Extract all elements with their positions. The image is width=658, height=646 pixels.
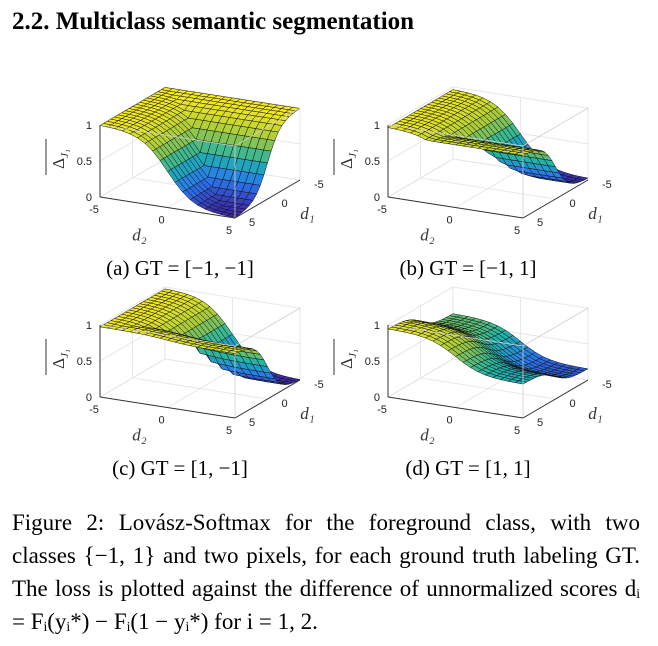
z-tick-label: 0.5 xyxy=(365,356,380,368)
z-label-sub: J₁ xyxy=(59,349,71,358)
box-edge xyxy=(387,324,524,347)
z-tick-label: 0 xyxy=(86,392,92,404)
y-tick-label: 5 xyxy=(537,217,543,229)
y-tick-label: 0 xyxy=(282,398,288,410)
x-axis xyxy=(387,396,524,419)
z-tick-label: 0 xyxy=(374,392,380,404)
x-tick-label: 5 xyxy=(514,225,520,237)
x-tick-label: 0 xyxy=(158,415,164,427)
x-tick-label: 5 xyxy=(514,425,520,437)
z-tick-label: 0.5 xyxy=(365,156,380,168)
x-axis xyxy=(387,196,524,219)
y-tick-label: 0 xyxy=(570,198,576,210)
x-axis-label: d₂ xyxy=(420,426,435,445)
box-edge xyxy=(234,307,301,347)
y-tick-label: 5 xyxy=(249,217,255,229)
box-edge xyxy=(387,124,524,147)
z-axis-label: ΔJ₁ xyxy=(49,349,71,369)
z-tick-label: 1 xyxy=(374,120,380,132)
y-axis xyxy=(234,179,301,219)
box-edge xyxy=(522,307,589,347)
x-axis-label: d₂ xyxy=(420,226,435,245)
z-label-symbol: Δ xyxy=(49,358,68,369)
y-tick-label: -5 xyxy=(314,179,324,191)
panel-caption: (a) GT = [−1, −1] xyxy=(106,256,254,280)
box-edge xyxy=(99,124,236,147)
floor-grid xyxy=(132,377,268,400)
z-axis-label: ΔJ₁ xyxy=(49,149,71,169)
x-tick-label: 5 xyxy=(226,225,232,237)
x-axis xyxy=(99,396,236,419)
y-tick-label: -5 xyxy=(602,179,612,191)
x-tick-label: 0 xyxy=(158,215,164,227)
x-tick-label: 0 xyxy=(446,415,452,427)
floor-grid xyxy=(420,177,556,200)
z-tick-label: 0 xyxy=(86,192,92,204)
z-label-symbol: Δ xyxy=(337,158,356,169)
z-label-sub: J₁ xyxy=(59,149,71,158)
figure-caption: Figure 2: Lovász-Softmax for the foregro… xyxy=(12,510,640,634)
y-tick-label: 0 xyxy=(282,198,288,210)
z-label-symbol: Δ xyxy=(337,358,356,369)
z-label-sub: J₁ xyxy=(347,349,359,358)
x-tick-label: -5 xyxy=(89,204,99,216)
y-tick-label: 5 xyxy=(537,417,543,429)
y-axis xyxy=(234,379,301,419)
y-axis-label: d₁ xyxy=(588,204,602,223)
y-tick-label: -5 xyxy=(602,379,612,391)
x-tick-label: -5 xyxy=(377,204,387,216)
y-axis-label: d₁ xyxy=(300,204,314,223)
x-axis xyxy=(99,196,236,219)
z-axis-label: ΔJ₁ xyxy=(337,149,359,169)
box-edge xyxy=(522,107,589,147)
panel-caption: (c) GT = [1, −1] xyxy=(112,456,248,480)
y-tick-label: 5 xyxy=(249,417,255,429)
z-label-symbol: Δ xyxy=(49,158,68,169)
x-tick-label: 0 xyxy=(446,215,452,227)
z-tick-label: 1 xyxy=(86,320,92,332)
x-axis-label: d₂ xyxy=(132,426,147,445)
section-title: 2.2. Multiclass semantic segmentation xyxy=(12,8,415,35)
box-edge xyxy=(234,107,301,147)
z-label-sub: J₁ xyxy=(347,149,359,158)
z-tick-label: 0.5 xyxy=(77,156,92,168)
x-axis-label: d₂ xyxy=(132,226,147,245)
box-edge xyxy=(99,324,236,347)
z-tick-label: 0 xyxy=(374,192,380,204)
z-tick-label: 1 xyxy=(86,120,92,132)
y-axis xyxy=(522,179,589,219)
y-tick-label: 0 xyxy=(570,398,576,410)
z-tick-label: 0.5 xyxy=(77,356,92,368)
x-tick-label: -5 xyxy=(377,404,387,416)
floor-grid xyxy=(420,377,556,400)
z-tick-label: 1 xyxy=(374,320,380,332)
x-tick-label: 5 xyxy=(226,425,232,437)
y-axis xyxy=(522,379,589,419)
x-tick-label: -5 xyxy=(89,404,99,416)
y-axis-label: d₁ xyxy=(588,404,602,423)
z-axis-label: ΔJ₁ xyxy=(337,349,359,369)
y-axis-label: d₁ xyxy=(300,404,314,423)
y-tick-label: -5 xyxy=(314,379,324,391)
panel-caption: (b) GT = [−1, 1] xyxy=(399,256,536,280)
panel-caption: (d) GT = [1, 1] xyxy=(405,456,530,480)
